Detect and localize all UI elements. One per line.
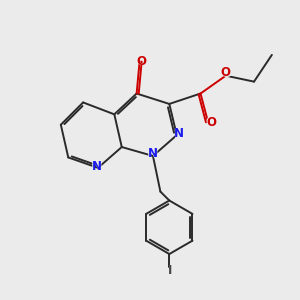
- Text: N: N: [92, 160, 101, 173]
- Text: N: N: [91, 159, 102, 173]
- Text: I: I: [167, 264, 172, 278]
- Text: O: O: [220, 66, 232, 80]
- Text: I: I: [168, 265, 172, 278]
- Text: O: O: [206, 116, 218, 129]
- Text: N: N: [147, 147, 158, 160]
- Text: O: O: [221, 66, 231, 79]
- Text: N: N: [174, 127, 184, 140]
- Text: N: N: [173, 127, 185, 141]
- Text: O: O: [135, 54, 147, 68]
- Text: N: N: [147, 147, 158, 160]
- Text: O: O: [136, 55, 146, 68]
- Text: O: O: [206, 116, 217, 129]
